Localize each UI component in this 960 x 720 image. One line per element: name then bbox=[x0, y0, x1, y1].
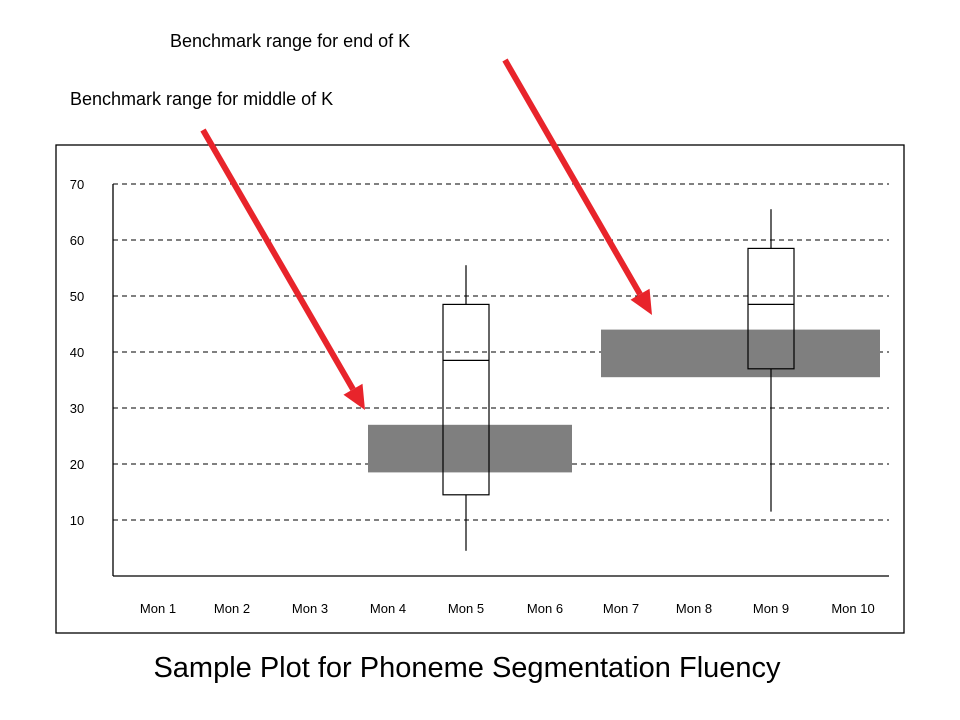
label-layer: 10 20 30 40 50 60 70 Mon 1 Mon 2 Mon 3 Mon 4 Mon 5 M… bbox=[70, 177, 875, 616]
annotation-middle: Benchmark range for middle of K bbox=[70, 89, 333, 109]
y-tick-label: 70 bbox=[70, 177, 84, 192]
arrow-head-end bbox=[630, 288, 652, 315]
y-tick-label: 10 bbox=[70, 513, 84, 528]
benchmark-band-end bbox=[601, 329, 880, 378]
arrow-shaft-end bbox=[502, 58, 643, 296]
arrow-shaft-middle bbox=[200, 128, 356, 391]
x-tick-label: Mon 3 bbox=[292, 601, 328, 616]
x-tick-label: Mon 2 bbox=[214, 601, 250, 616]
box-layer bbox=[442, 209, 795, 551]
annotation-layer: Benchmark range for end of K Benchmark ra… bbox=[70, 31, 410, 109]
y-tick-label: 20 bbox=[70, 457, 84, 472]
x-tick-label: Mon 10 bbox=[831, 601, 874, 616]
x-tick-label: Mon 6 bbox=[527, 601, 563, 616]
axis-layer bbox=[112, 184, 889, 577]
x-tick-label: Mon 1 bbox=[140, 601, 176, 616]
x-tick-label: Mon 4 bbox=[370, 601, 406, 616]
y-tick-label: 40 bbox=[70, 345, 84, 360]
slide-title: Sample Plot for Phoneme Segmentation Flu… bbox=[153, 652, 781, 684]
x-tick-label: Mon 8 bbox=[676, 601, 712, 616]
box-body bbox=[747, 247, 795, 370]
benchmark-band-middle bbox=[368, 424, 572, 473]
x-tick-label: Mon 9 bbox=[753, 601, 789, 616]
chart-frame bbox=[55, 144, 905, 634]
arrow-layer bbox=[200, 58, 652, 410]
benchmark-band-layer bbox=[368, 329, 880, 473]
arrow-head-middle bbox=[343, 383, 365, 410]
x-tick-label: Mon 5 bbox=[448, 601, 484, 616]
box-body bbox=[442, 303, 490, 496]
annotation-end: Benchmark range for end of K bbox=[170, 31, 410, 51]
y-tick-label: 50 bbox=[70, 289, 84, 304]
y-tick-label: 30 bbox=[70, 401, 84, 416]
y-tick-label: 60 bbox=[70, 233, 84, 248]
x-tick-label: Mon 7 bbox=[603, 601, 639, 616]
